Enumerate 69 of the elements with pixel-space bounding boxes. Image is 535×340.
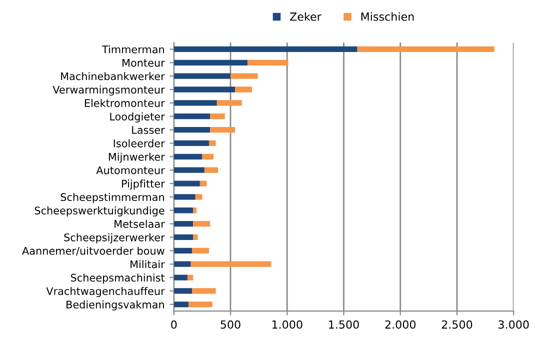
bar — [174, 194, 196, 200]
bar — [192, 288, 216, 294]
y-tick-label: Machinebankwerker — [61, 72, 165, 80]
y-tick-label: Bedieningsvakman — [66, 300, 164, 311]
y-tick-label: Scheepswerktuigkundige — [34, 206, 164, 216]
bar — [193, 208, 197, 214]
bar — [357, 46, 494, 52]
bar — [193, 234, 198, 240]
bar — [174, 288, 192, 294]
x-tick-label: 2.000 — [385, 320, 416, 329]
bar — [204, 167, 218, 173]
x-tick-label: 1.500 — [329, 320, 359, 329]
bar — [174, 86, 236, 92]
bar — [174, 208, 194, 214]
bar — [174, 248, 192, 254]
y-tick-label: Timmerman — [102, 45, 164, 54]
bar — [216, 100, 242, 106]
bar — [190, 261, 272, 267]
x-tick-label: 3.000 — [498, 320, 529, 329]
y-tick-label: Militair — [130, 260, 165, 268]
y-tick-label: Aannemer/uitvoerder bouw — [22, 246, 164, 256]
y-tick-label: Scheepsijzerwerker — [64, 233, 165, 244]
y-tick-label: Vrachtwagenchauffeur — [46, 286, 165, 298]
x-tick-label: 1.000 — [272, 320, 302, 329]
x-tick-label: 0 — [171, 320, 177, 329]
bar — [230, 73, 258, 79]
bar — [174, 167, 204, 173]
bar — [187, 274, 194, 280]
y-tick-label: Mijnwerker — [108, 152, 165, 163]
x-tick-label: 2.500 — [442, 320, 472, 329]
y-tick-label: Scheepstimmerman — [60, 192, 164, 204]
bar — [247, 60, 288, 66]
bar — [188, 302, 212, 308]
bar — [174, 140, 209, 146]
bar — [174, 302, 189, 308]
bar — [210, 126, 236, 133]
y-tick-label: Scheepsmachinist — [70, 274, 165, 284]
y-tick-label: Automonteur — [96, 166, 165, 174]
legend-label: Misschien — [361, 12, 414, 21]
y-tick-label: Loodgieter — [110, 112, 165, 122]
bar — [174, 60, 248, 66]
bar — [200, 180, 207, 186]
bar — [195, 194, 202, 200]
y-tick-label: Metselaar — [114, 220, 165, 228]
bar — [202, 154, 214, 160]
y-tick-label: Elektromonteur — [84, 98, 165, 108]
bar — [174, 180, 200, 186]
bar — [193, 220, 210, 227]
bar — [174, 220, 194, 227]
bar — [174, 274, 188, 280]
y-tick-label: Pijpfitter — [122, 180, 165, 190]
legend-label: Zeker — [290, 12, 322, 21]
bar — [174, 114, 210, 120]
bar — [174, 234, 194, 240]
y-tick-label: Isoleerder — [114, 139, 165, 148]
bar — [174, 46, 358, 52]
bar — [235, 86, 252, 92]
x-tick-label: 500 — [220, 320, 240, 329]
bar — [174, 261, 191, 267]
bar — [210, 114, 225, 120]
y-tick-label: Verwarmingsmonteur — [52, 86, 165, 96]
bar — [174, 154, 202, 160]
bar — [192, 248, 209, 254]
bar — [174, 126, 210, 133]
y-tick-label: Monteur — [122, 59, 165, 67]
y-tick-label: Lasser — [132, 126, 165, 134]
bar — [174, 100, 217, 106]
bar — [208, 140, 216, 146]
bar — [174, 73, 230, 79]
